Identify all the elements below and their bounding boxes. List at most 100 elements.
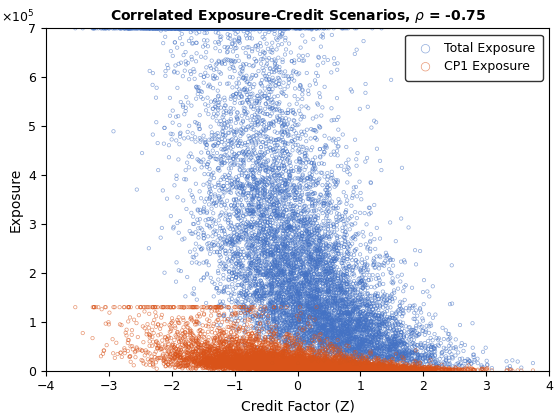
CP1 Exposure [204, 355, 213, 362]
Total Exposure [276, 212, 285, 219]
Total Exposure [242, 288, 251, 294]
CP1 Exposure [270, 352, 279, 359]
Total Exposure [305, 303, 314, 310]
Total Exposure [257, 25, 266, 31]
Total Exposure [267, 26, 276, 33]
CP1 Exposure [299, 362, 308, 369]
CP1 Exposure [310, 358, 319, 365]
CP1 Exposure [367, 366, 376, 373]
CP1 Exposure [284, 360, 293, 367]
CP1 Exposure [260, 362, 269, 369]
Total Exposure [307, 275, 316, 281]
Total Exposure [194, 121, 203, 128]
Total Exposure [291, 333, 300, 339]
CP1 Exposure [298, 361, 307, 368]
Total Exposure [224, 57, 233, 64]
Total Exposure [328, 174, 337, 181]
Total Exposure [145, 68, 154, 74]
CP1 Exposure [301, 365, 310, 371]
Total Exposure [376, 345, 385, 352]
Total Exposure [391, 343, 400, 350]
Total Exposure [181, 108, 190, 114]
Total Exposure [382, 314, 391, 320]
CP1 Exposure [295, 363, 304, 370]
CP1 Exposure [266, 358, 275, 365]
CP1 Exposure [258, 360, 267, 366]
Total Exposure [315, 298, 324, 304]
CP1 Exposure [398, 365, 407, 371]
CP1 Exposure [310, 363, 319, 370]
Total Exposure [283, 290, 292, 297]
CP1 Exposure [360, 366, 369, 373]
CP1 Exposure [270, 365, 279, 371]
CP1 Exposure [298, 354, 307, 360]
CP1 Exposure [427, 366, 436, 373]
Total Exposure [296, 250, 305, 257]
CP1 Exposure [197, 353, 206, 360]
CP1 Exposure [231, 362, 240, 369]
Total Exposure [286, 269, 295, 276]
CP1 Exposure [314, 362, 323, 368]
Total Exposure [193, 216, 202, 223]
Total Exposure [306, 280, 315, 287]
CP1 Exposure [425, 363, 434, 370]
CP1 Exposure [273, 362, 282, 368]
Total Exposure [310, 314, 319, 320]
CP1 Exposure [259, 360, 268, 367]
Total Exposure [265, 25, 274, 31]
Total Exposure [392, 349, 401, 356]
Total Exposure [225, 25, 234, 31]
Total Exposure [287, 273, 296, 280]
Total Exposure [208, 25, 217, 31]
Total Exposure [225, 253, 234, 260]
CP1 Exposure [281, 362, 290, 369]
CP1 Exposure [244, 365, 253, 372]
Total Exposure [208, 201, 217, 207]
Total Exposure [304, 339, 312, 346]
CP1 Exposure [327, 362, 336, 368]
Total Exposure [161, 34, 170, 40]
Total Exposure [318, 324, 326, 331]
Total Exposure [250, 278, 259, 284]
Total Exposure [343, 278, 352, 285]
Total Exposure [393, 342, 402, 349]
Total Exposure [356, 320, 365, 327]
CP1 Exposure [267, 363, 276, 370]
Total Exposure [249, 244, 258, 250]
Total Exposure [244, 157, 253, 163]
Total Exposure [252, 345, 261, 352]
Total Exposure [364, 354, 373, 360]
CP1 Exposure [256, 312, 265, 319]
CP1 Exposure [314, 362, 323, 369]
CP1 Exposure [222, 328, 231, 335]
CP1 Exposure [291, 365, 300, 372]
CP1 Exposure [323, 362, 332, 368]
Total Exposure [371, 331, 380, 338]
CP1 Exposure [290, 365, 299, 372]
Total Exposure [284, 320, 293, 326]
CP1 Exposure [313, 366, 322, 373]
Total Exposure [249, 25, 258, 31]
Total Exposure [282, 285, 291, 292]
CP1 Exposure [391, 365, 400, 371]
Total Exposure [192, 50, 201, 57]
Total Exposure [322, 333, 331, 340]
CP1 Exposure [337, 366, 346, 373]
CP1 Exposure [248, 362, 256, 368]
Total Exposure [353, 322, 362, 329]
CP1 Exposure [356, 366, 365, 373]
CP1 Exposure [260, 366, 269, 373]
CP1 Exposure [329, 366, 338, 373]
CP1 Exposure [301, 364, 310, 370]
CP1 Exposure [383, 366, 392, 373]
CP1 Exposure [231, 364, 240, 370]
CP1 Exposure [263, 364, 272, 370]
Total Exposure [400, 350, 409, 357]
Total Exposure [243, 222, 252, 229]
Total Exposure [277, 223, 286, 230]
CP1 Exposure [221, 356, 230, 363]
Total Exposure [339, 320, 348, 326]
Total Exposure [231, 25, 240, 31]
CP1 Exposure [331, 364, 340, 371]
Total Exposure [332, 341, 341, 348]
